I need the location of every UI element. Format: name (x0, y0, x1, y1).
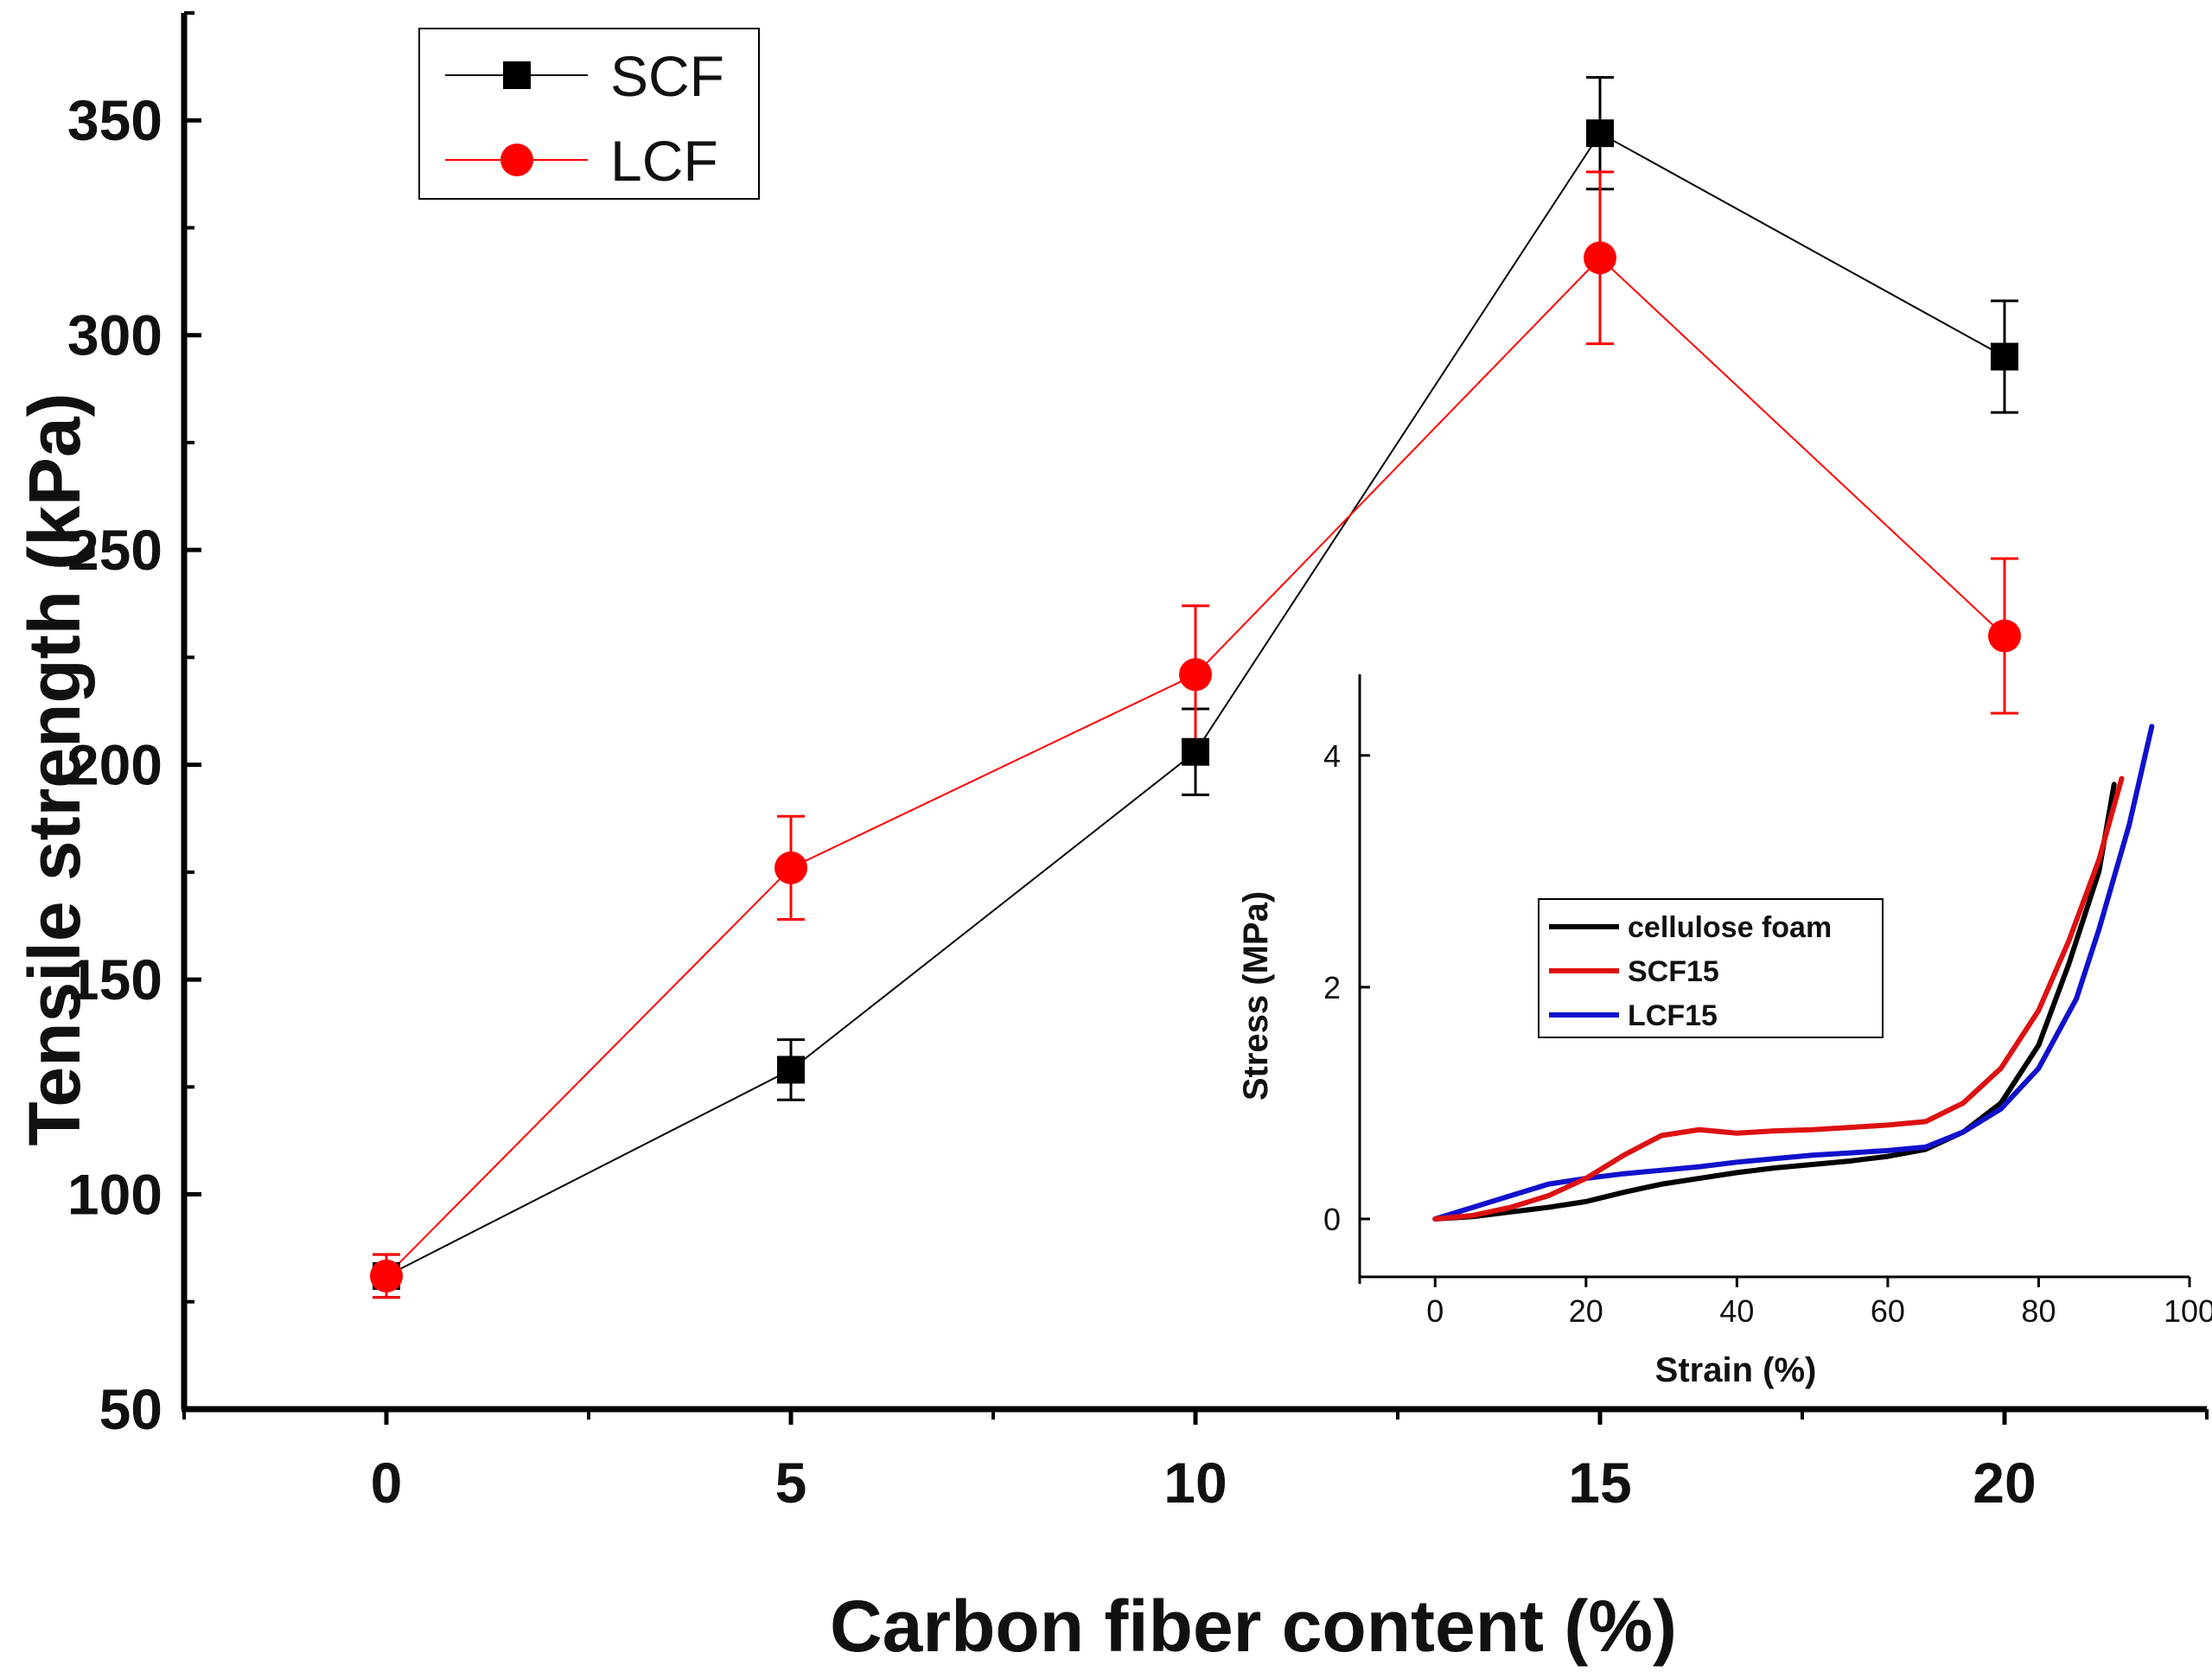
inset-x-tick-label: 0 (1426, 1293, 1444, 1329)
inset-curve-lcf15 (1432, 724, 2155, 1222)
scf-point (777, 1056, 805, 1084)
main-legend: SCF LCF (418, 28, 760, 200)
lcf-point (1584, 241, 1616, 275)
main-y-tick-label: 250 (67, 518, 163, 582)
lcf-point (1179, 658, 1212, 692)
inset-curve-cellulose-foam (1432, 782, 2117, 1222)
main-y-tick-label: 100 (67, 1163, 163, 1227)
main-x-tick-label: 10 (1163, 1451, 1227, 1515)
legend-label-lcf: LCF (610, 129, 718, 193)
inset-legend-label-scf15: SCF15 (1628, 955, 1719, 988)
inset-x-tick-label: 20 (1569, 1293, 1603, 1329)
inset-x-axis-title: Strain (%) (1655, 1351, 1817, 1389)
inset-legend-label-lcf15: LCF15 (1628, 999, 1718, 1032)
inset-y-tick-label: 0 (1323, 1202, 1341, 1237)
legend-marker-lcf (500, 144, 533, 176)
scf-point (1991, 342, 2018, 371)
main-x-tick-label: 20 (1973, 1451, 2036, 1515)
legend-label-scf: SCF (610, 44, 724, 108)
inset-legend: cellulose foam SCF15 LCF15 (1538, 898, 1884, 1038)
inset-x-tick-label: 40 (1719, 1293, 1754, 1329)
main-y-tick-label: 350 (67, 88, 163, 152)
main-y-tick-label: 150 (67, 947, 163, 1011)
inset-series-layer (1432, 724, 2155, 1222)
inset-y-axis-title: Stress (MPa) (1237, 891, 1275, 1101)
main-series-layer (370, 76, 2021, 1299)
lcf-point (370, 1259, 403, 1292)
main-x-tick-label: 5 (775, 1451, 807, 1515)
inset-x-tick-label: 80 (2021, 1293, 2056, 1329)
main-y-tick-label: 200 (67, 733, 163, 797)
main-legend-box (418, 28, 760, 200)
main-y-tick-label: 300 (67, 303, 163, 367)
main-y-tick-label: 50 (99, 1377, 163, 1441)
inset-legend-label-cellulose-foam: cellulose foam (1628, 911, 1832, 944)
inset-y-tick-label: 4 (1323, 738, 1341, 774)
inset-curve-scf15 (1432, 775, 2125, 1222)
lcf-point (775, 851, 807, 884)
scf-point (1586, 119, 1614, 148)
inset-x-tick-label: 100 (2164, 1293, 2212, 1329)
main-x-tick-label: 15 (1568, 1451, 1631, 1515)
main-x-tick-label: 0 (371, 1451, 403, 1515)
main-x-axis-title: Carbon fiber content (%) (830, 1585, 1677, 1667)
main-y-axis-title: Tensile strength (kPa) (14, 392, 95, 1145)
scf-point (1182, 737, 1209, 766)
lcf-point (1988, 619, 2021, 653)
inset-y-tick-label: 2 (1323, 970, 1341, 1005)
legend-marker-scf (503, 61, 531, 89)
inset-x-tick-label: 60 (1871, 1293, 1905, 1329)
